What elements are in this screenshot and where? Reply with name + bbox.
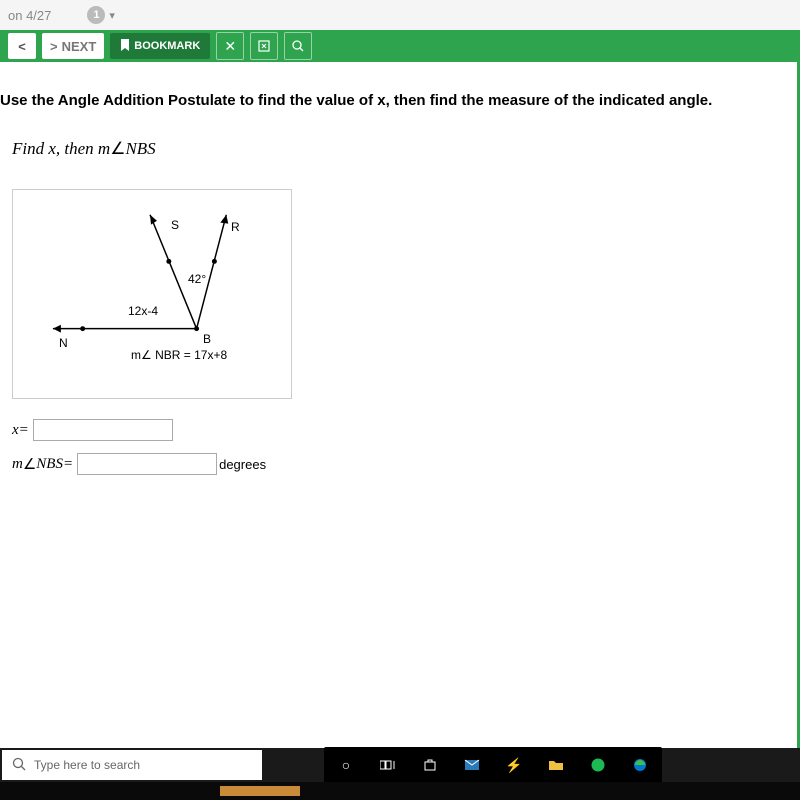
bookmark-button[interactable]: BOOKMARK (110, 33, 210, 59)
label-s: S (171, 218, 179, 232)
x-input[interactable] (33, 419, 173, 441)
store-icon[interactable] (414, 749, 446, 781)
label-n: N (59, 336, 68, 350)
find-var: x (48, 139, 56, 158)
cortana-icon[interactable]: ○ (330, 749, 362, 781)
weather-icon[interactable]: ⚡ (498, 749, 530, 781)
header-bar: on 4/27 1 ▾ (0, 0, 800, 30)
close-tool-button[interactable]: ✕ (216, 32, 244, 60)
task-group: ○ ⚡ (324, 747, 662, 783)
bookmark-icon (120, 39, 130, 54)
diagram-svg (13, 190, 291, 398)
find-instruction: Find x, then m∠NBS (12, 139, 779, 159)
label-equation: m∠ NBR = 17x+8 (131, 348, 227, 362)
taskview-icon[interactable] (372, 749, 404, 781)
m-prefix: m (12, 456, 23, 473)
equals: = (19, 422, 29, 439)
label-angle-sr: 42° (188, 272, 206, 286)
taskbar-search[interactable]: Type here to search (2, 750, 262, 780)
next-label: NEXT (62, 39, 97, 54)
bookmark-label: BOOKMARK (134, 40, 200, 52)
content-area: Use the Angle Addition Postulate to find… (0, 62, 800, 750)
angle-name: NBS (36, 456, 63, 473)
spotify-icon[interactable] (582, 749, 614, 781)
nav-bar: < > NEXT BOOKMARK ✕ (0, 30, 800, 62)
answer-x-row: x = (12, 419, 779, 441)
next-button[interactable]: > NEXT (42, 33, 104, 59)
progress-text: on 4/27 (8, 8, 51, 23)
prev-button[interactable]: < (8, 33, 36, 59)
laptop-hinge (220, 786, 300, 796)
find-prefix: Find (12, 139, 48, 158)
chevron-right-icon: > (50, 39, 58, 54)
refresh-tool-button[interactable] (250, 32, 278, 60)
diagram: S R N B 42° 12x-4 m∠ NBR = 17x+8 (12, 189, 292, 399)
label-angle-ns: 12x-4 (128, 304, 158, 318)
label-r: R (231, 220, 240, 234)
taskbar: Type here to search ○ ⚡ (0, 748, 800, 782)
find-angle: NBS (125, 139, 155, 158)
search-tool-button[interactable] (284, 32, 312, 60)
mail-icon[interactable] (456, 749, 488, 781)
answer-angle-row: m∠NBS = degrees (12, 453, 779, 475)
laptop-edge (0, 782, 800, 800)
edge-icon[interactable] (624, 749, 656, 781)
folder-icon[interactable] (540, 749, 572, 781)
equals2: = (63, 456, 73, 473)
chevron-down-icon[interactable]: ▾ (109, 9, 115, 22)
search-icon (12, 757, 26, 774)
x-label: x (12, 422, 19, 439)
degrees-label: degrees (219, 457, 266, 472)
search-placeholder: Type here to search (34, 758, 140, 772)
question-badge[interactable]: 1 (87, 6, 105, 24)
label-b: B (203, 332, 211, 346)
question-prompt: Use the Angle Addition Postulate to find… (0, 92, 779, 109)
find-mid: , then m (56, 139, 110, 158)
angle-input[interactable] (77, 453, 217, 475)
